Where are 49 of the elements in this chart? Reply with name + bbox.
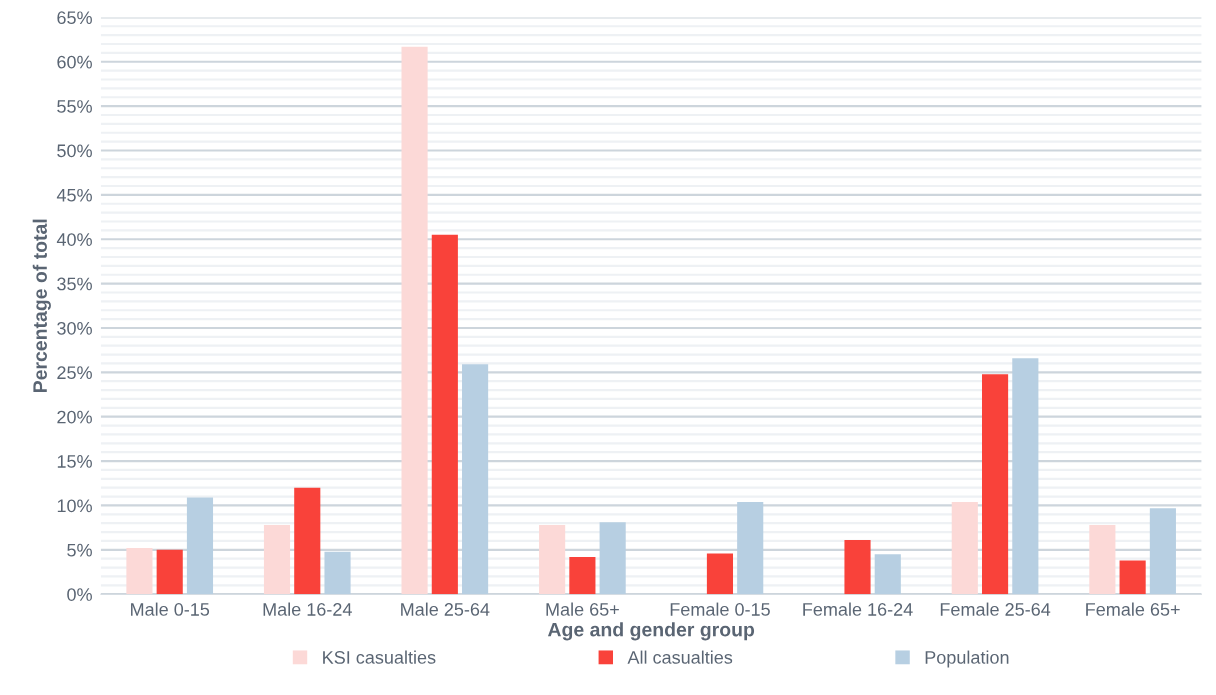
bar — [1012, 358, 1039, 595]
bar — [874, 554, 901, 595]
bar — [186, 497, 214, 595]
y-tick-label: 25% — [57, 366, 92, 380]
x-tick-label: Female 0-15 — [670, 602, 770, 616]
y-tick-label: 55% — [57, 100, 92, 113]
bar — [401, 46, 428, 595]
legend-label: KSI casualties — [323, 650, 436, 664]
bar — [539, 525, 566, 595]
x-axis-title: Age and gender group — [547, 622, 755, 641]
y-tick-label: 50% — [57, 144, 92, 158]
bar — [1119, 560, 1146, 595]
y-tick-label: 10% — [57, 499, 92, 513]
bar — [1089, 525, 1116, 595]
x-tick-label: Female 65+ — [1086, 602, 1180, 616]
bar — [462, 364, 489, 595]
y-tick-label: 5% — [67, 543, 92, 557]
y-axis-title: Percentage of total — [32, 219, 51, 393]
bar — [569, 556, 596, 595]
bar — [1149, 508, 1176, 595]
x-tick-label: Female 25-64 — [940, 602, 1051, 616]
bar — [737, 501, 764, 595]
bar — [844, 540, 871, 595]
legend-label: All casualties — [627, 650, 733, 664]
y-tick-label: 40% — [56, 233, 92, 246]
x-tick-label: Female 16-24 — [803, 602, 913, 616]
y-tick-label: 45% — [56, 188, 92, 202]
bar — [156, 549, 183, 595]
bar — [982, 374, 1009, 595]
bar — [951, 501, 978, 595]
x-tick-label: Male 0-15 — [131, 602, 210, 616]
x-tick-label: Male 25-64 — [401, 602, 490, 616]
y-tick-label: 20% — [57, 410, 92, 424]
x-tick-label: Male 65+ — [546, 602, 619, 616]
y-tick-label: 30% — [57, 321, 92, 335]
bar — [294, 487, 321, 595]
bar — [126, 548, 153, 595]
bar — [431, 234, 458, 595]
y-tick-label: 15% — [57, 455, 92, 468]
x-tick-label: Male 16-24 — [263, 602, 352, 616]
y-tick-label: 0% — [67, 588, 92, 601]
bar — [599, 522, 626, 595]
y-tick-label: 35% — [57, 277, 92, 291]
bar — [324, 551, 351, 595]
bar — [263, 525, 291, 595]
y-tick-label: 60% — [57, 55, 92, 69]
bar — [706, 553, 734, 595]
legend-label: Population — [925, 650, 1009, 668]
y-tick-label: 65% — [57, 11, 92, 25]
